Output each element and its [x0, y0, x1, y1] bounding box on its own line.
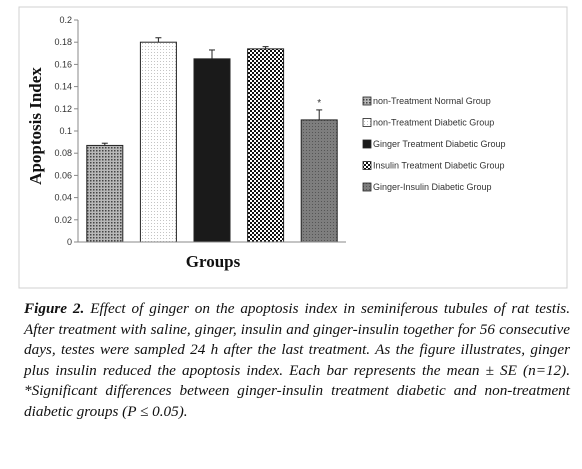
- legend-swatch: [362, 118, 372, 127]
- y-tick-label: 0.18: [54, 37, 72, 47]
- significance-marker: *: [317, 98, 321, 109]
- y-tick-group: 0 0.02 0.04 0.06 0.08 0.1 0.12 0.14 0.16 0.18 0.2: [54, 15, 78, 247]
- y-tick-label: 0.1: [59, 126, 72, 136]
- legend-label: Ginger Treatment Diabetic Group: [373, 139, 506, 149]
- y-tick-label: 0.06: [54, 170, 72, 180]
- y-tick-label: 0.14: [54, 82, 72, 92]
- y-tick-label: 0.08: [54, 148, 72, 158]
- y-tick-label: 0.04: [54, 193, 72, 203]
- legend-label: non-Treatment Normal Group: [373, 96, 491, 106]
- bar-chart: Apoptosis Index Groups 0 0.02 0.04 0.06 0.08…: [18, 6, 568, 289]
- figure-caption: Figure 2. Effect of ginger on the apopto…: [24, 299, 570, 422]
- legend-label: Ginger-Insulin Diabetic Group: [373, 182, 492, 192]
- legend-swatch: [362, 182, 372, 192]
- bar: [86, 144, 124, 243]
- y-tick-label: 0: [67, 237, 72, 247]
- y-tick-label: 0.02: [54, 215, 72, 225]
- x-axis-label: Groups: [186, 252, 241, 271]
- legend-label: Insulin Treatment Diabetic Group: [373, 161, 505, 171]
- y-axis-label: Apoptosis Index: [26, 67, 45, 185]
- legend-swatch: [362, 96, 372, 106]
- bar: [193, 58, 231, 243]
- caption-label: Figure 2.: [24, 300, 85, 317]
- y-axis-label-group: Apoptosis Index: [26, 67, 45, 185]
- annotation-group: *: [317, 98, 321, 109]
- bar: [300, 119, 338, 243]
- y-tick-label: 0.12: [54, 104, 72, 114]
- legend-label: non-Treatment Diabetic Group: [373, 118, 494, 128]
- y-tick-label: 0.16: [54, 59, 72, 69]
- legend: non-Treatment Normal Group non-Treatment …: [362, 96, 506, 192]
- bar: [139, 41, 177, 243]
- caption-text: Effect of ginger on the apoptosis index …: [24, 300, 571, 420]
- bar: [247, 48, 285, 243]
- error-bar-group: [101, 37, 323, 146]
- y-tick-label: 0.2: [59, 15, 72, 25]
- legend-swatch: [362, 161, 372, 170]
- legend-swatch: [362, 139, 372, 149]
